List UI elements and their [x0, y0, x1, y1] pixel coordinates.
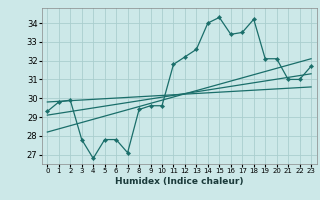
- X-axis label: Humidex (Indice chaleur): Humidex (Indice chaleur): [115, 177, 244, 186]
